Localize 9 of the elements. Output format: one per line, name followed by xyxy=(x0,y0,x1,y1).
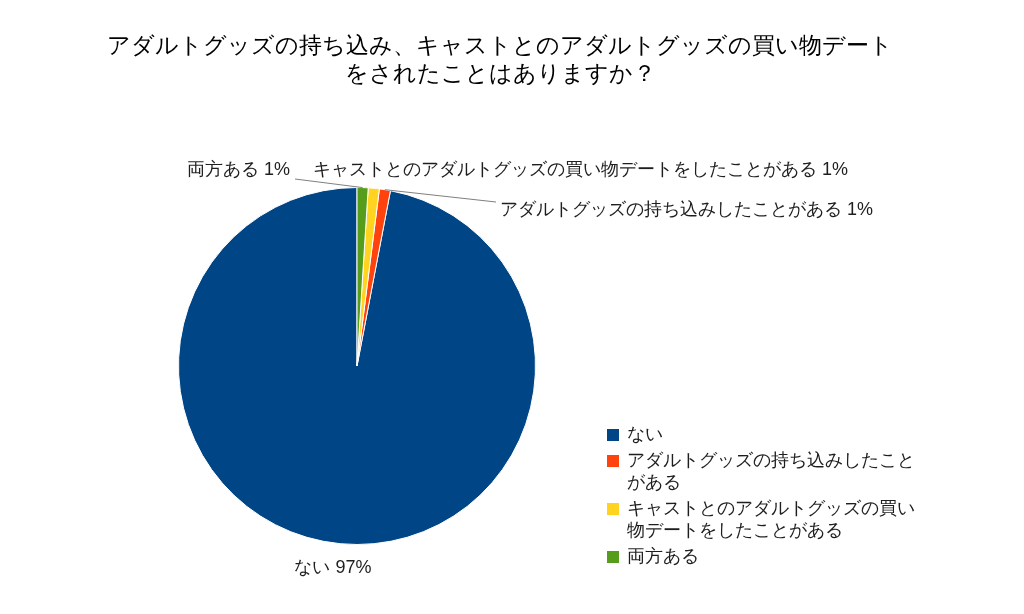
data-label: 両方ある 1% xyxy=(186,158,290,179)
legend-label: アダルトグッズの持ち込みしたことがある xyxy=(627,449,915,492)
legend-label: キャストとのアダルトグッズの買い物デートをしたことがある xyxy=(627,497,915,540)
legend-label: ない xyxy=(627,423,663,444)
legend-label: 両方ある xyxy=(627,545,699,566)
data-label: キャストとのアダルトグッズの買い物デートをしたことがある 1% xyxy=(313,158,849,179)
data-label: アダルトグッズの持ち込みしたことがある 1% xyxy=(500,198,874,219)
data-label: ない 97% xyxy=(294,556,372,577)
chart-title: アダルトグッズの持ち込み、キャストとのアダルトグッズの買い物デートをされたことはありますか？ xyxy=(107,32,893,87)
